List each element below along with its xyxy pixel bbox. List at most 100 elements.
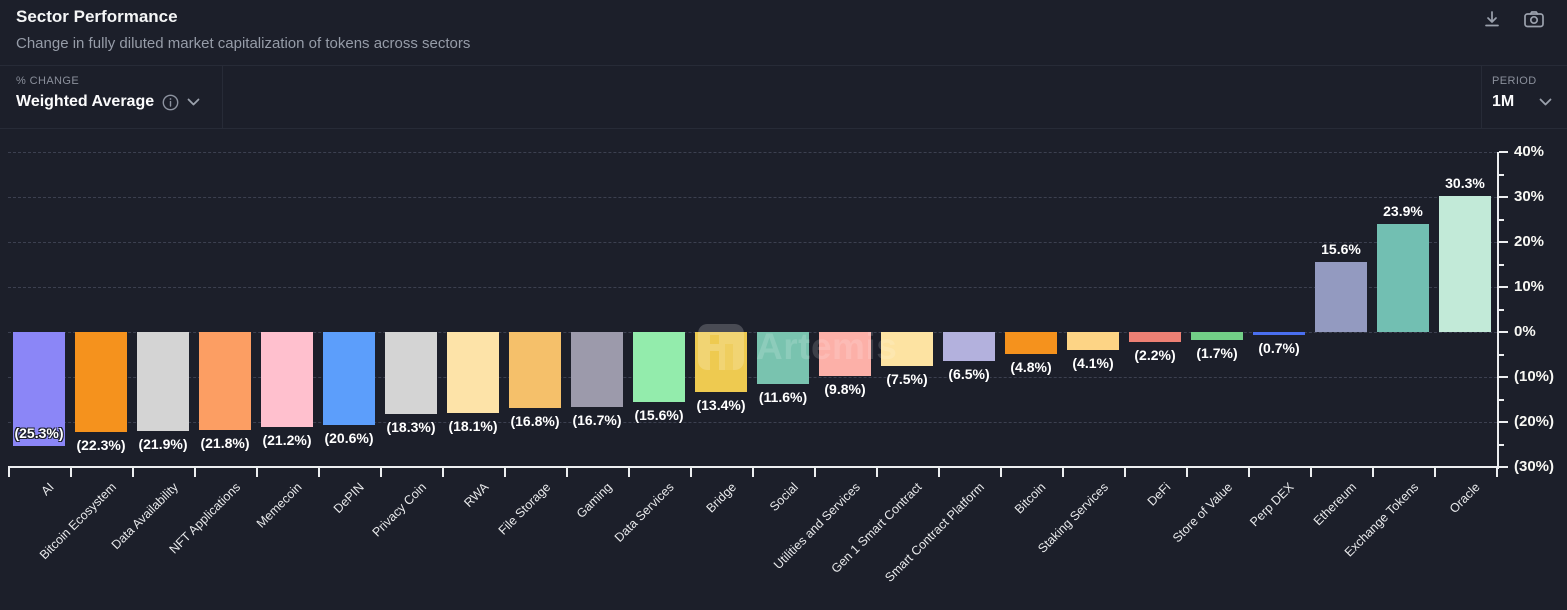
bar-value-rwa: (18.1%) bbox=[448, 418, 498, 435]
metric-dropdown[interactable]: % CHANGE Weighted Average bbox=[16, 75, 200, 111]
screenshot-button[interactable] bbox=[1521, 6, 1547, 32]
info-icon[interactable] bbox=[162, 94, 179, 111]
x-tick bbox=[690, 468, 692, 477]
bar-value-utilities-and-services: (9.8%) bbox=[824, 381, 866, 398]
y-axis-label-0: 0% bbox=[1514, 323, 1536, 340]
bar-nft-applications[interactable] bbox=[199, 332, 251, 431]
page-subtitle: Change in fully diluted market capitaliz… bbox=[16, 35, 471, 52]
x-axis-label-store-of-value: Store of Value bbox=[1169, 480, 1235, 546]
y-tick-minor bbox=[1499, 173, 1504, 176]
gridline-20 bbox=[8, 242, 1497, 243]
y-tick-minor bbox=[1499, 263, 1504, 266]
bar-memecoin[interactable] bbox=[261, 332, 313, 428]
bar-value-ethereum: 15.6% bbox=[1321, 240, 1361, 257]
bar-gen-1-smart-contract[interactable] bbox=[881, 332, 933, 366]
x-tick bbox=[1496, 468, 1498, 477]
bar-value-bitcoin: (4.8%) bbox=[1010, 358, 1052, 375]
bar-bitcoin-ecosystem[interactable] bbox=[75, 332, 127, 433]
bar-value-smart-contract-platform: (6.5%) bbox=[948, 366, 990, 383]
x-tick bbox=[814, 468, 816, 477]
x-axis-label-bridge: Bridge bbox=[703, 480, 739, 516]
gridline--20 bbox=[8, 422, 1497, 423]
bar-value-staking-services: (4.1%) bbox=[1072, 355, 1114, 372]
bar-depin[interactable] bbox=[323, 332, 375, 425]
bar-value-gaming: (16.7%) bbox=[572, 412, 622, 429]
download-icon bbox=[1482, 9, 1502, 29]
x-tick bbox=[132, 468, 134, 477]
y-tick-major bbox=[1499, 376, 1508, 378]
bar-data-services[interactable] bbox=[633, 332, 685, 403]
bar-value-nft-applications: (21.8%) bbox=[200, 435, 250, 452]
bar-defi[interactable] bbox=[1129, 332, 1181, 342]
bar-social[interactable] bbox=[757, 332, 809, 385]
gridline-10 bbox=[8, 287, 1497, 288]
bar-staking-services[interactable] bbox=[1067, 332, 1119, 351]
bar-value-depin: (20.6%) bbox=[324, 429, 374, 446]
x-tick bbox=[380, 468, 382, 477]
x-tick bbox=[1372, 468, 1374, 477]
bar-gaming[interactable] bbox=[571, 332, 623, 408]
bar-ai[interactable] bbox=[13, 332, 65, 446]
y-axis-label-10: 10% bbox=[1514, 278, 1545, 295]
period-dropdown[interactable]: PERIOD 1M bbox=[1492, 75, 1552, 111]
y-axis-label-30: 30% bbox=[1514, 188, 1545, 205]
y-axis-label--30: (30%) bbox=[1514, 458, 1555, 475]
bar-bridge[interactable] bbox=[695, 332, 747, 393]
gridline--10 bbox=[8, 377, 1497, 378]
bar-value-bitcoin-ecosystem: (22.3%) bbox=[76, 437, 126, 454]
gridline-30 bbox=[8, 197, 1497, 198]
bar-store-of-value[interactable] bbox=[1191, 332, 1243, 340]
x-tick bbox=[938, 468, 940, 477]
bar-value-exchange-tokens: 23.9% bbox=[1383, 203, 1423, 220]
x-axis-label-bitcoin: Bitcoin bbox=[1012, 480, 1049, 517]
bar-ethereum[interactable] bbox=[1315, 261, 1367, 332]
x-axis-label-defi: DeFi bbox=[1144, 480, 1173, 509]
bar-value-social: (11.6%) bbox=[758, 389, 808, 406]
bar-value-ai: (25.3%) bbox=[14, 424, 64, 441]
bar-bitcoin[interactable] bbox=[1005, 332, 1057, 354]
y-tick-major bbox=[1499, 241, 1508, 243]
x-axis-label-depin: DePIN bbox=[330, 480, 367, 516]
metric-value: Weighted Average bbox=[16, 93, 155, 110]
gridline-0 bbox=[8, 332, 1497, 333]
y-tick-minor bbox=[1499, 353, 1504, 356]
x-tick bbox=[1310, 468, 1312, 477]
chevron-down-icon bbox=[187, 98, 200, 106]
bar-rwa[interactable] bbox=[447, 332, 499, 414]
sector-performance-chart: (25.3%) AI (22.3%) Bitcoin Ecosystem (21.9%)… bbox=[0, 128, 1567, 610]
bar-value-gen-1-smart-contract: (7.5%) bbox=[886, 370, 928, 387]
y-tick-major bbox=[1499, 466, 1508, 468]
x-axis-label-oracle: Oracle bbox=[1446, 480, 1483, 516]
controls-divider-right bbox=[1481, 66, 1482, 128]
y-tick-major bbox=[1499, 286, 1508, 288]
x-axis-label-memecoin: Memecoin bbox=[254, 480, 305, 531]
bar-smart-contract-platform[interactable] bbox=[943, 332, 995, 362]
bar-data-availability[interactable] bbox=[137, 332, 189, 431]
x-axis-label-rwa: RWA bbox=[460, 480, 491, 511]
x-tick bbox=[318, 468, 320, 477]
x-tick bbox=[8, 468, 10, 477]
bar-file-storage[interactable] bbox=[509, 332, 561, 408]
period-value: 1M bbox=[1492, 93, 1515, 110]
bar-privacy-coin[interactable] bbox=[385, 332, 437, 415]
x-tick bbox=[194, 468, 196, 477]
gridline-40 bbox=[8, 152, 1497, 153]
x-tick bbox=[442, 468, 444, 477]
x-tick bbox=[1062, 468, 1064, 477]
x-axis-label-file-storage: File Storage bbox=[495, 480, 553, 538]
y-tick-minor bbox=[1499, 218, 1504, 221]
y-axis-label--10: (10%) bbox=[1514, 368, 1555, 385]
bar-exchange-tokens[interactable] bbox=[1377, 224, 1429, 332]
bar-utilities-and-services[interactable] bbox=[819, 332, 871, 377]
bar-perp-dex[interactable] bbox=[1253, 332, 1305, 336]
x-axis-label-perp-dex: Perp DEX bbox=[1247, 480, 1297, 530]
y-tick-major bbox=[1499, 421, 1508, 423]
period-label: PERIOD bbox=[1492, 75, 1537, 87]
x-tick bbox=[1434, 468, 1436, 477]
download-button[interactable] bbox=[1479, 6, 1505, 32]
controls-bottom-divider bbox=[0, 128, 1567, 129]
bar-value-memecoin: (21.2%) bbox=[262, 432, 312, 449]
y-axis-label-40: 40% bbox=[1514, 143, 1545, 160]
bar-value-perp-dex: (0.7%) bbox=[1258, 340, 1300, 357]
bar-oracle[interactable] bbox=[1439, 195, 1491, 332]
